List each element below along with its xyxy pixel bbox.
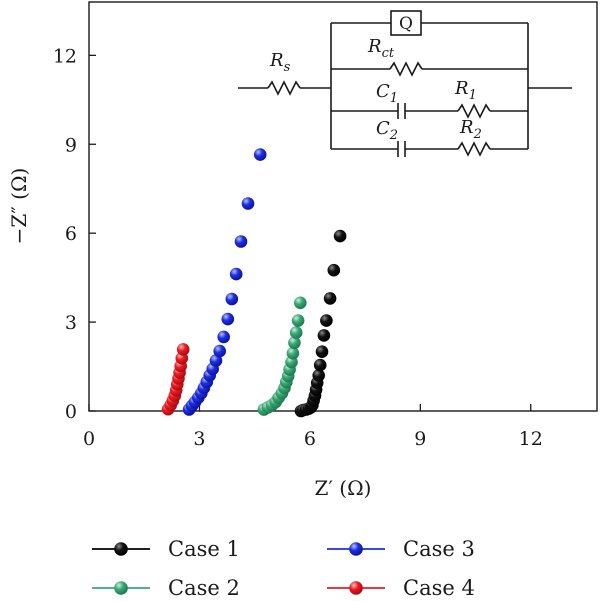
data-point bbox=[176, 343, 190, 356]
label-q: Q bbox=[399, 14, 413, 34]
y-tick-label: 12 bbox=[53, 45, 77, 67]
series-case-2 bbox=[257, 296, 307, 416]
data-point bbox=[313, 358, 327, 372]
legend-label: Case 2 bbox=[168, 576, 240, 600]
data-point bbox=[286, 346, 300, 360]
legend-item: Case 3 bbox=[327, 537, 475, 561]
label-c1: C1 bbox=[376, 81, 398, 106]
data-point bbox=[320, 314, 333, 327]
plot-frame bbox=[88, 1, 598, 412]
legend: Case 1 Case 3 Case 2 Case 4 bbox=[92, 537, 475, 600]
series-case-3 bbox=[182, 148, 267, 416]
data-point bbox=[221, 312, 235, 326]
label-rs: Rs bbox=[269, 50, 291, 75]
resistor-rs bbox=[267, 80, 301, 96]
data-points bbox=[161, 148, 347, 418]
legend-item: Case 2 bbox=[92, 576, 240, 600]
x-axis: 0 3 6 9 12 bbox=[83, 404, 543, 450]
data-point bbox=[291, 314, 305, 327]
x-tick-label: 9 bbox=[414, 428, 426, 450]
label-rct: Rct bbox=[367, 36, 395, 61]
data-point bbox=[288, 336, 301, 350]
data-point bbox=[225, 292, 239, 306]
legend-label: Case 3 bbox=[403, 537, 475, 561]
legend-marker bbox=[349, 581, 363, 595]
data-point bbox=[234, 235, 248, 248]
x-tick-label: 0 bbox=[83, 428, 95, 450]
label-r1: R1 bbox=[454, 78, 477, 103]
y-tick-label: 0 bbox=[65, 401, 77, 423]
data-point bbox=[217, 330, 230, 344]
data-point bbox=[209, 354, 223, 367]
resistor-r2 bbox=[457, 141, 491, 157]
y-axis: 0 3 6 9 12 bbox=[53, 45, 96, 423]
data-point bbox=[289, 326, 303, 339]
data-point bbox=[317, 329, 331, 342]
data-point bbox=[213, 344, 226, 358]
data-point bbox=[333, 229, 347, 243]
y-tick-label: 3 bbox=[65, 312, 77, 334]
resistor-rct bbox=[389, 61, 423, 77]
x-tick-label: 3 bbox=[193, 428, 205, 450]
series-case-4 bbox=[161, 343, 190, 416]
y-tick-label: 6 bbox=[65, 223, 77, 245]
y-axis-title: −Z″ (Ω) bbox=[7, 168, 31, 245]
legend-label: Case 1 bbox=[168, 537, 240, 561]
legend-marker bbox=[349, 542, 363, 556]
data-point bbox=[253, 148, 267, 161]
data-point bbox=[241, 197, 255, 210]
legend-item: Case 1 bbox=[92, 537, 240, 561]
label-c2: C2 bbox=[376, 118, 398, 143]
x-tick-label: 6 bbox=[304, 428, 316, 450]
data-point bbox=[294, 296, 307, 310]
legend-item: Case 4 bbox=[327, 576, 475, 600]
x-axis-title: Z′ (Ω) bbox=[315, 476, 372, 500]
data-point bbox=[312, 369, 326, 382]
data-point bbox=[315, 345, 329, 359]
resistor-r1 bbox=[457, 103, 491, 119]
data-point bbox=[323, 292, 337, 305]
legend-label: Case 4 bbox=[403, 576, 475, 600]
data-point bbox=[327, 263, 341, 277]
circuit-inset: Q Rs Rct C1 R1 C2 R2 bbox=[238, 10, 572, 157]
x-tick-label: 12 bbox=[519, 428, 543, 450]
label-r2: R2 bbox=[459, 117, 482, 142]
y-tick-label: 9 bbox=[65, 134, 77, 156]
series-case-1 bbox=[294, 229, 347, 418]
legend-marker bbox=[114, 581, 128, 595]
data-point bbox=[229, 267, 243, 281]
legend-marker bbox=[114, 542, 128, 556]
